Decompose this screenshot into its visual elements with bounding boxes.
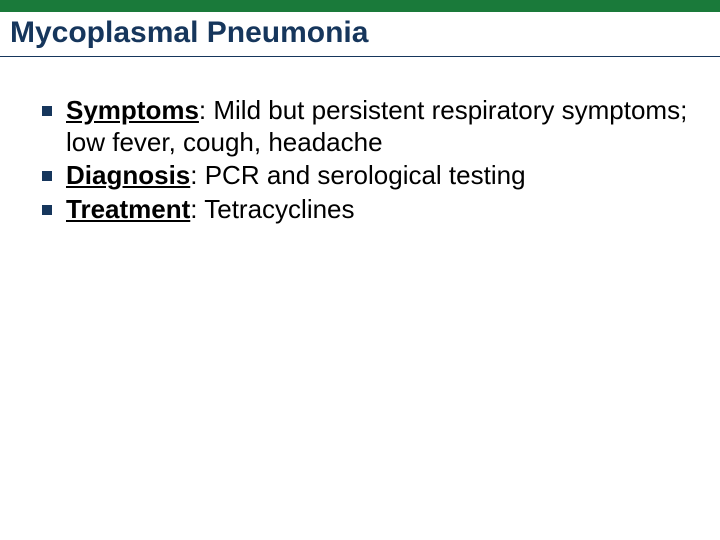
slide-title: Mycoplasmal Pneumonia xyxy=(10,16,710,50)
item-label: Diagnosis xyxy=(66,160,190,190)
list-item: Symptoms: Mild but persistent respirator… xyxy=(42,95,690,158)
item-text: : PCR and serological testing xyxy=(190,160,525,190)
list-item: Diagnosis: PCR and serological testing xyxy=(42,160,690,192)
bullet-list: Symptoms: Mild but persistent respirator… xyxy=(42,95,690,226)
title-row: Mycoplasmal Pneumonia xyxy=(0,12,720,57)
top-accent-bar xyxy=(0,0,720,12)
item-label: Treatment xyxy=(66,194,190,224)
slide-content: Symptoms: Mild but persistent respirator… xyxy=(0,57,720,226)
item-text: : Tetracyclines xyxy=(190,194,354,224)
list-item: Treatment: Tetracyclines xyxy=(42,194,690,226)
item-label: Symptoms xyxy=(66,95,199,125)
